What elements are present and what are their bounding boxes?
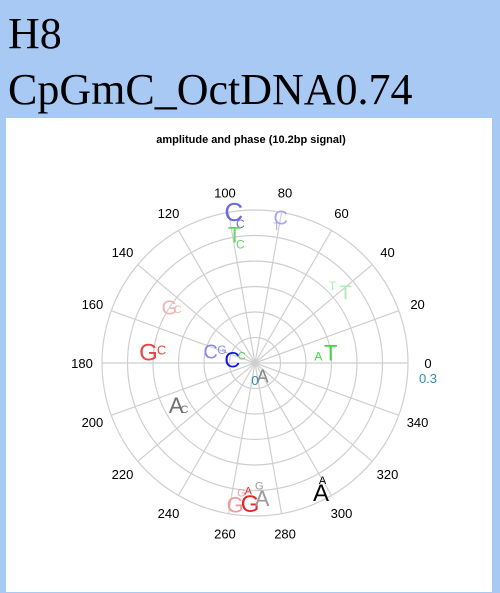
base-letter: A xyxy=(313,480,329,507)
angle-tick-label: 320 xyxy=(377,467,399,482)
angle-tick-label: 60 xyxy=(334,206,348,221)
base-letter: C xyxy=(180,404,188,416)
base-letter: C xyxy=(157,343,166,358)
angle-tick-label: 280 xyxy=(274,526,296,541)
angle-tick-label: 260 xyxy=(214,526,236,541)
angle-tick-label: 200 xyxy=(82,415,104,430)
angle-tick-label: 140 xyxy=(112,245,134,260)
chart-title: amplitude and phase (10.2bp signal) xyxy=(156,134,346,146)
angle-ticks: 0 20 40 60 80 100 120 140 160 180 200 220 240 260 280 3… xyxy=(71,186,431,542)
angle-tick-label: 0 xyxy=(424,356,431,371)
base-letter: G xyxy=(237,487,246,499)
angle-tick-label: 240 xyxy=(158,506,180,521)
angle-tick-label: 20 xyxy=(410,297,424,312)
base-letter: A xyxy=(169,393,184,418)
page-title-line1: H8 xyxy=(8,9,62,58)
base-letter: G xyxy=(162,298,178,320)
grid-spoke xyxy=(254,230,333,364)
angle-tick-label: 80 xyxy=(278,186,292,201)
base-letter: C xyxy=(224,197,243,227)
grid-spoke xyxy=(254,362,399,416)
base-letter: T xyxy=(324,340,337,365)
angle-tick-label: 120 xyxy=(158,206,180,221)
angle-tick-label: 340 xyxy=(407,415,429,430)
base-letter: T xyxy=(329,279,337,293)
grid-spoke xyxy=(177,362,256,496)
angle-tick-label: 220 xyxy=(112,467,134,482)
radial-ticks: 0 0.3 xyxy=(251,371,437,388)
angle-tick-label: 300 xyxy=(331,506,353,521)
chart-panel: amplitude and phase (10.2bp signal) 0 20 4… xyxy=(6,118,492,592)
base-letter: C xyxy=(174,304,182,316)
base-letter: G xyxy=(139,339,158,366)
grid-spoke xyxy=(111,310,256,364)
grid-spoke xyxy=(254,362,333,496)
grid-spoke xyxy=(177,230,256,364)
grid-spoke xyxy=(254,212,283,364)
radial-tick-label: 0 xyxy=(251,373,258,388)
base-letter: A xyxy=(255,486,270,511)
base-letter: G xyxy=(255,480,264,492)
base-letter: A xyxy=(314,350,322,364)
base-letter: C xyxy=(236,237,245,251)
angle-tick-label: 40 xyxy=(380,245,394,260)
base-letter: G xyxy=(241,491,260,518)
base-letter: G xyxy=(217,343,226,357)
radial-tick-label: 0.3 xyxy=(419,371,437,386)
base-letter: T xyxy=(339,283,351,305)
grid-spoke xyxy=(227,212,256,364)
grid-spoke xyxy=(137,362,256,462)
grid-spoke xyxy=(254,310,399,364)
grid-spoke xyxy=(254,264,373,364)
base-letter: A xyxy=(245,485,253,497)
base-letter: C xyxy=(273,208,287,230)
base-letter: C xyxy=(203,341,217,363)
base-letter: A xyxy=(319,475,327,487)
base-letter: C xyxy=(224,348,240,373)
grid-spoke xyxy=(254,362,373,462)
base-letter: A xyxy=(257,367,269,387)
grid-spoke xyxy=(111,362,256,416)
base-letter: T xyxy=(228,222,241,247)
polar-grid xyxy=(101,209,409,517)
polar-chart: amplitude and phase (10.2bp signal) 0 20 4… xyxy=(71,134,437,542)
angle-tick-label: 100 xyxy=(214,186,236,201)
header-bar: H8 CpGmC_OctDNA0.74 xyxy=(0,0,500,118)
grid-spoke xyxy=(227,362,256,514)
grid-spoke xyxy=(137,264,256,364)
base-letter: T xyxy=(273,221,280,233)
page-title-line2: CpGmC_OctDNA0.74 xyxy=(8,65,413,114)
grid-spoke xyxy=(254,362,283,514)
base-letter: C xyxy=(238,350,246,362)
base-letter: G xyxy=(227,492,244,517)
angle-tick-label: 160 xyxy=(82,297,104,312)
angle-tick-label: 180 xyxy=(71,356,93,371)
base-letter: C xyxy=(236,217,245,231)
